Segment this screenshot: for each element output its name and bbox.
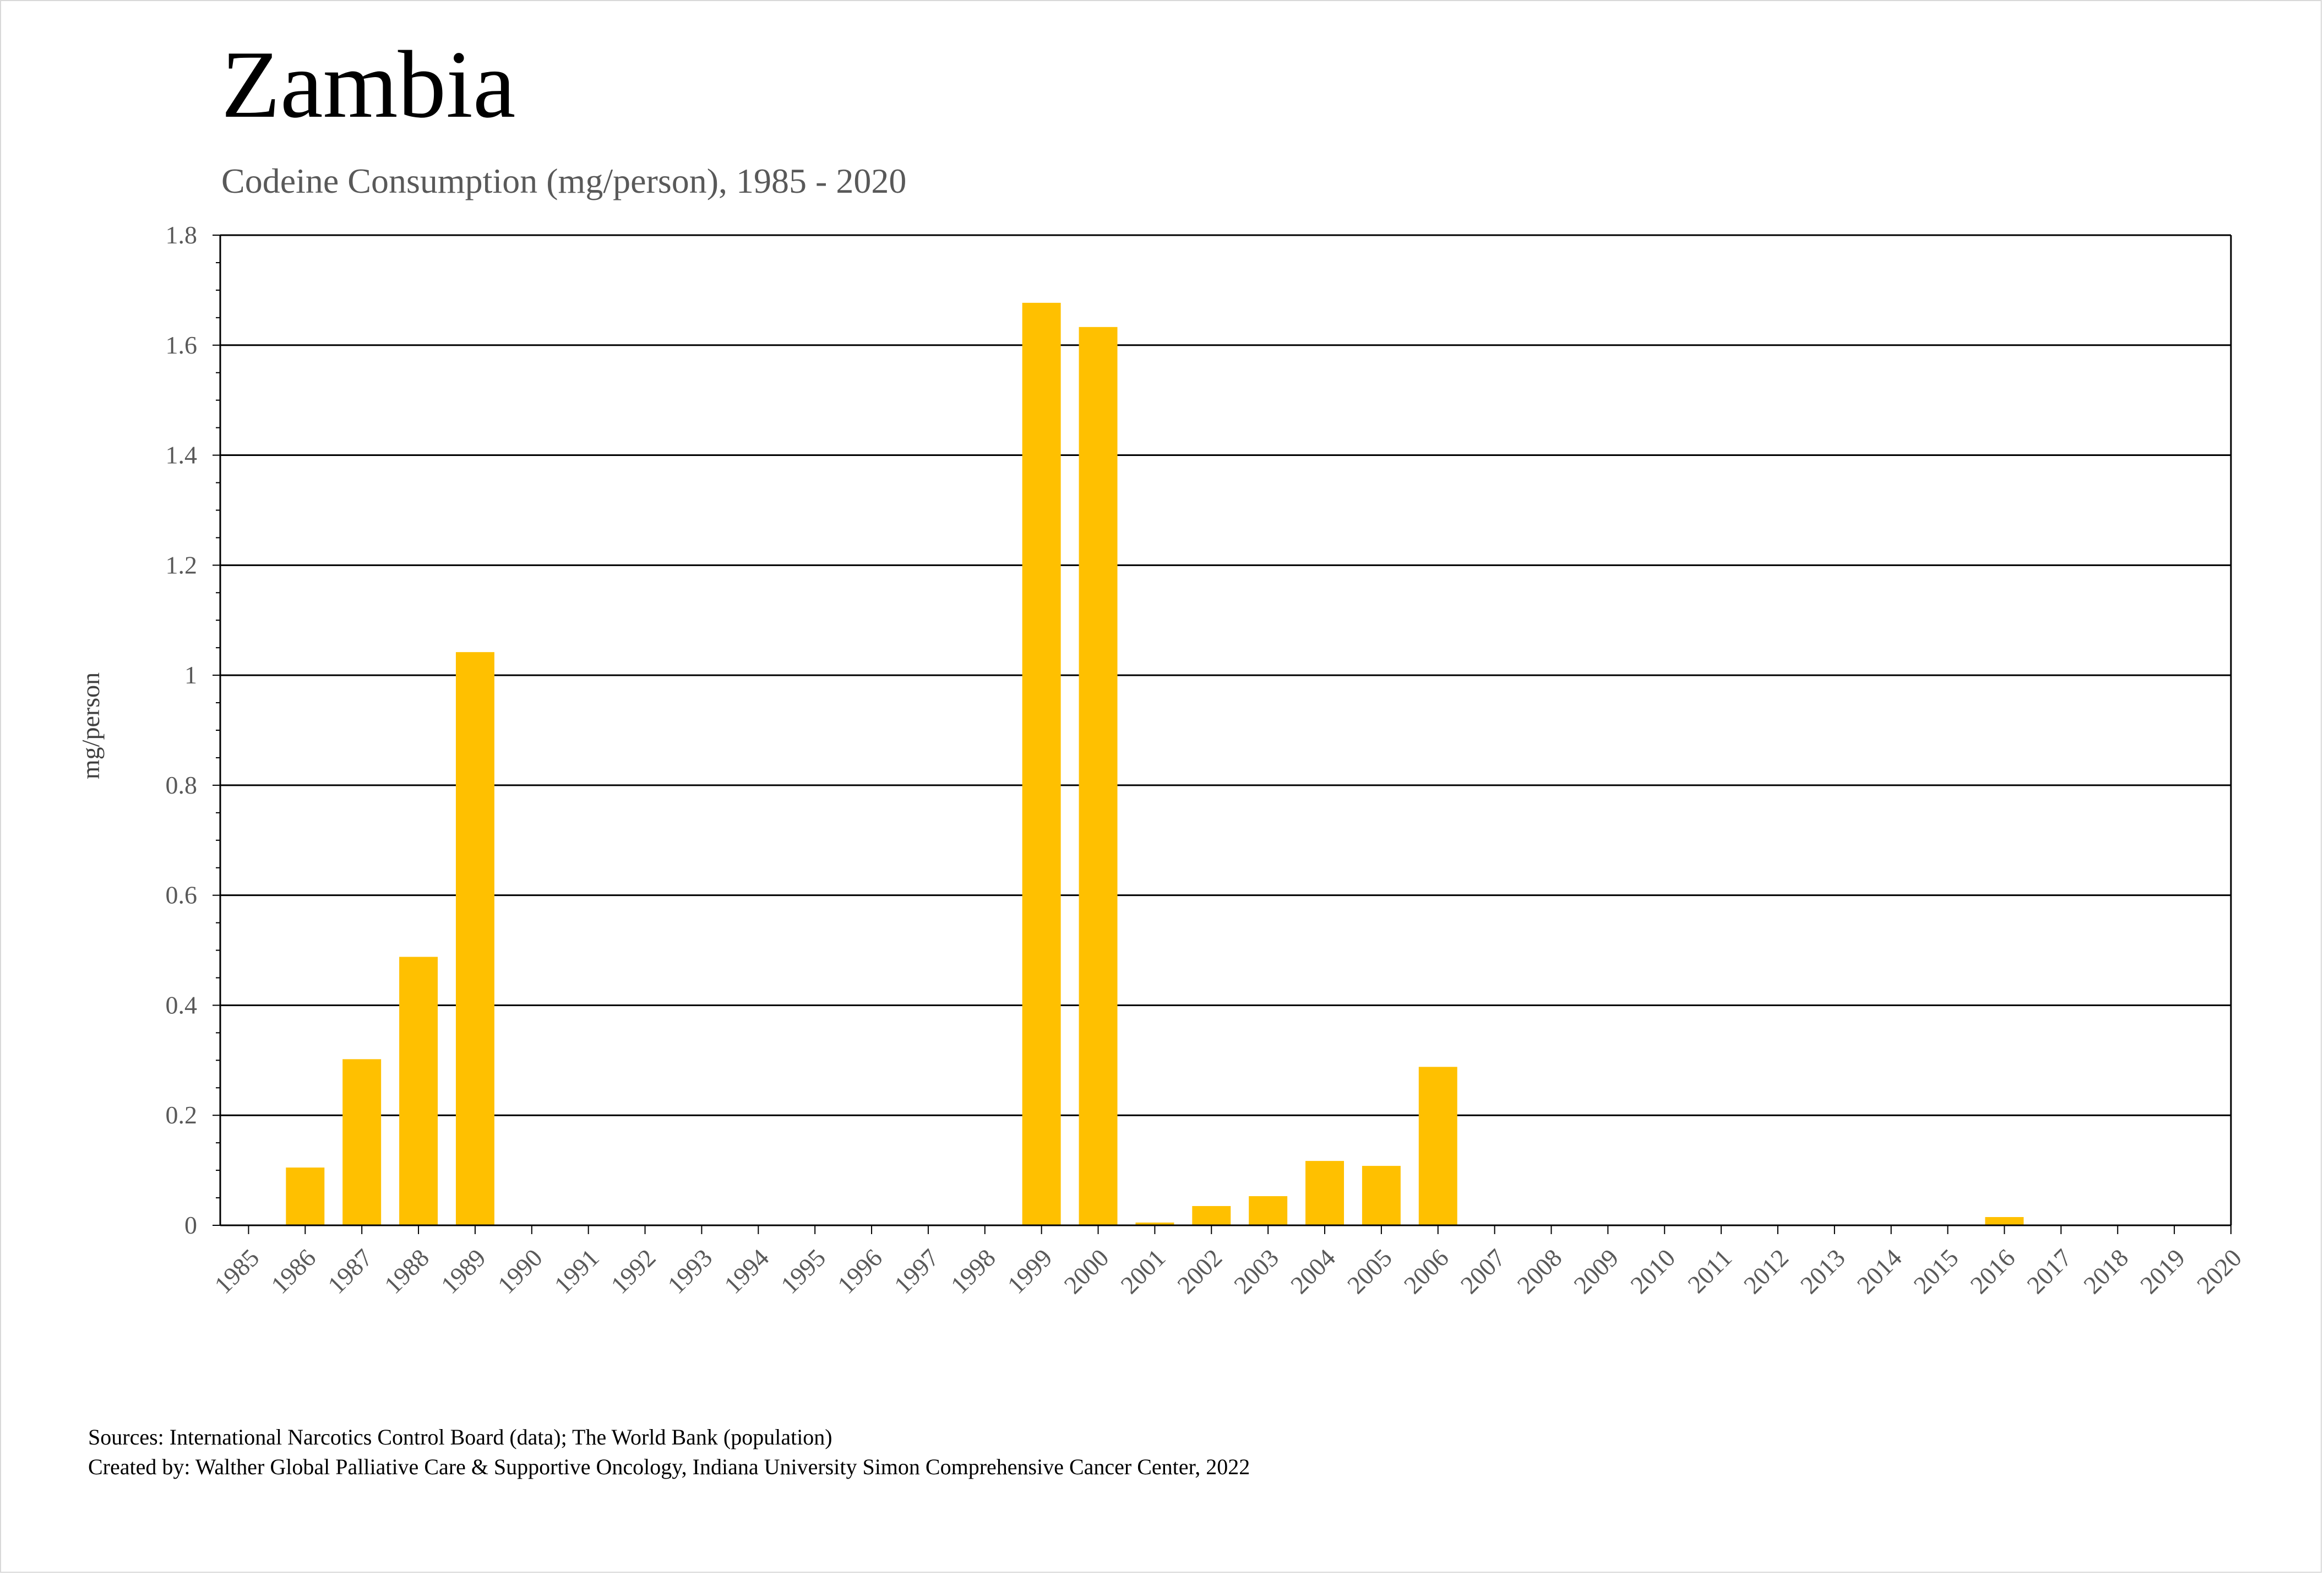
axes [213, 234, 2232, 1234]
x-tick-labels: 1985 1986 1987 1988 1989 1990 1991 1992 1993 1994… [209, 1243, 2247, 1299]
bar-1986 [286, 1167, 325, 1225]
x-tick-label: 2006 [1398, 1243, 1454, 1299]
x-tick-label: 1987 [322, 1243, 378, 1299]
x-tick-label: 1996 [832, 1243, 888, 1299]
x-tick-label: 2017 [2021, 1243, 2077, 1299]
x-tick-label: 2011 [1682, 1243, 1737, 1299]
bar-1999 [1022, 302, 1061, 1226]
x-tick-label: 2012 [1738, 1243, 1794, 1299]
x-tick-label: 2013 [1795, 1243, 1851, 1299]
y-tick-label: 0.8 [166, 771, 198, 799]
bars [286, 302, 2024, 1226]
x-tick-label: 1990 [492, 1243, 548, 1299]
x-tick-label: 1988 [379, 1243, 434, 1299]
bar-2005 [1362, 1166, 1401, 1225]
y-tick-label: 0.4 [166, 991, 198, 1019]
x-tick-label: 2002 [1172, 1243, 1227, 1299]
x-tick-label: 2016 [1964, 1243, 2020, 1299]
x-tick-label: 1993 [662, 1243, 717, 1299]
footer-sources: Sources: International Narcotics Control… [88, 1425, 832, 1449]
x-tick-label: 1994 [719, 1243, 774, 1299]
gridlines [220, 234, 2231, 1116]
y-tick-label: 0.6 [166, 881, 198, 909]
y-tick-label: 1.2 [166, 551, 198, 579]
footer-created-by: Created by: Walther Global Palliative Ca… [88, 1454, 1250, 1479]
x-tick-label: 2019 [2135, 1243, 2190, 1299]
bar-2004 [1305, 1161, 1345, 1225]
x-tick-label: 2010 [1625, 1243, 1680, 1299]
x-tick-label: 1989 [436, 1243, 491, 1299]
y-tick-label: 1.8 [166, 221, 198, 249]
y-tick-labels: 0 0.2 0.4 0.6 0.8 1 1.2 1.4 1.6 1.8 [166, 221, 198, 1239]
x-tick-label: 2007 [1455, 1243, 1511, 1299]
x-tick-label: 1991 [549, 1243, 605, 1299]
bar-1988 [399, 957, 438, 1225]
x-tick-label: 1995 [775, 1243, 831, 1299]
x-tick-label: 2009 [1568, 1243, 1624, 1299]
x-tick-label: 1998 [945, 1243, 1001, 1299]
x-tick-label: 2001 [1115, 1243, 1171, 1299]
x-tick-label: 1985 [209, 1243, 264, 1299]
y-tick-label: 1 [184, 661, 197, 689]
x-tick-label: 2018 [2078, 1243, 2133, 1299]
x-tick-label: 1999 [1002, 1243, 1058, 1299]
y-tick-label: 0 [184, 1211, 197, 1239]
x-tick-label: 2008 [1511, 1243, 1567, 1299]
bar-2003 [1249, 1196, 1288, 1225]
x-tick-label: 1997 [889, 1243, 944, 1299]
x-tick-label: 2000 [1058, 1243, 1114, 1299]
bar-2002 [1192, 1206, 1231, 1225]
bar-2016 [1985, 1217, 2024, 1225]
y-tick-label: 1.6 [166, 331, 198, 359]
x-tick-label: 2015 [1908, 1243, 1964, 1299]
y-tick-label: 1.4 [166, 441, 198, 469]
chart-subtitle: Codeine Consumption (mg/person), 1985 - … [221, 161, 906, 200]
x-tick-label: 2020 [2191, 1243, 2247, 1299]
bar-1989 [455, 652, 494, 1225]
x-tick-label: 1986 [265, 1243, 321, 1299]
bar-2006 [1418, 1067, 1457, 1225]
y-axis-label: mg/person [77, 672, 105, 779]
x-tick-label: 2004 [1285, 1243, 1341, 1299]
x-tick-label: 2005 [1342, 1243, 1397, 1299]
x-tick-label: 1992 [606, 1243, 661, 1299]
bar-2001 [1135, 1223, 1174, 1225]
bar-1987 [342, 1059, 382, 1225]
chart-title: Zambia [221, 31, 516, 138]
x-tick-label: 2003 [1228, 1243, 1284, 1299]
y-tick-label: 0.2 [166, 1101, 198, 1129]
x-tick-label: 2014 [1852, 1243, 1907, 1299]
bar-2000 [1079, 327, 1118, 1225]
